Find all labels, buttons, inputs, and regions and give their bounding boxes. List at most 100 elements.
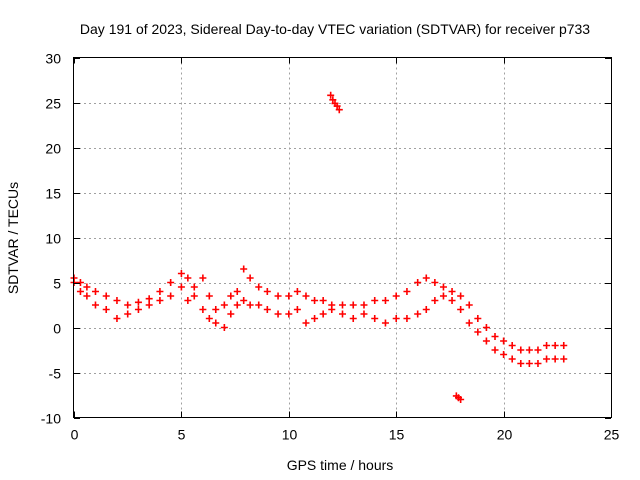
data-point xyxy=(311,297,319,304)
y-tick-label-3: 5 xyxy=(53,276,61,292)
data-point xyxy=(274,310,282,318)
data-point xyxy=(474,328,482,336)
data-point xyxy=(83,292,91,300)
data-point xyxy=(212,319,220,327)
data-point xyxy=(328,306,336,313)
data-point xyxy=(177,270,185,277)
data-point xyxy=(134,298,142,306)
data-point xyxy=(113,297,121,304)
series-0 xyxy=(70,265,568,354)
x-tick-label-1: 5 xyxy=(178,427,186,443)
x-tick-label-3: 15 xyxy=(389,427,405,443)
data-point xyxy=(240,265,248,273)
axis-ticks: 0 5 10 15 20 25 -10 -5 0 5 10 15 20 25 30 xyxy=(41,51,620,443)
data-point xyxy=(311,315,319,322)
data-point xyxy=(76,288,84,295)
data-point xyxy=(319,310,327,318)
data-point xyxy=(551,355,559,363)
data-point xyxy=(246,274,254,282)
data-point xyxy=(124,301,132,309)
data-point xyxy=(360,310,368,318)
data-point xyxy=(102,306,110,313)
y-tick-label-7: 25 xyxy=(45,96,61,112)
data-point xyxy=(457,292,465,300)
plot-frame xyxy=(73,57,612,418)
data-point xyxy=(113,315,121,322)
data-point xyxy=(525,360,533,367)
data-point xyxy=(517,346,525,354)
data-point xyxy=(156,297,164,304)
data-point xyxy=(543,342,551,349)
data-point xyxy=(255,283,263,291)
data-point xyxy=(333,102,341,110)
data-point xyxy=(517,360,525,367)
data-point xyxy=(349,301,357,309)
data-point xyxy=(335,106,343,114)
data-points xyxy=(70,91,568,403)
x-tick-label-0: 0 xyxy=(71,427,79,443)
data-point xyxy=(422,306,430,313)
series-2 xyxy=(327,91,343,114)
y-tick-label-8: 30 xyxy=(45,51,61,67)
series-1 xyxy=(70,279,568,367)
data-point xyxy=(302,319,310,327)
x-axis-label: GPS time / hours xyxy=(287,457,394,473)
data-point xyxy=(474,315,482,322)
data-point xyxy=(508,342,516,349)
data-point xyxy=(371,315,379,322)
data-point xyxy=(145,295,153,303)
data-point xyxy=(431,279,439,286)
data-point xyxy=(227,292,235,300)
data-point xyxy=(233,288,241,295)
data-point xyxy=(167,292,175,300)
data-point xyxy=(508,355,516,363)
data-point xyxy=(83,283,91,291)
data-point xyxy=(414,279,422,286)
data-point xyxy=(302,292,310,300)
data-point xyxy=(403,288,411,295)
data-point xyxy=(76,279,84,286)
data-point xyxy=(439,292,447,300)
data-point xyxy=(482,337,490,345)
data-point xyxy=(246,301,254,309)
data-point xyxy=(255,301,263,309)
data-point xyxy=(339,310,346,318)
data-point xyxy=(360,301,368,309)
data-point xyxy=(167,279,175,286)
data-point xyxy=(212,306,220,313)
data-point xyxy=(349,315,357,322)
data-point xyxy=(403,315,411,322)
data-point xyxy=(263,306,271,313)
data-point xyxy=(134,306,142,313)
data-point xyxy=(263,288,271,295)
data-point xyxy=(190,283,198,291)
data-point xyxy=(560,342,568,349)
data-point xyxy=(431,297,439,304)
data-point xyxy=(448,288,456,295)
data-point xyxy=(329,96,337,104)
data-point xyxy=(414,310,422,318)
data-point xyxy=(448,297,456,304)
data-point xyxy=(102,292,110,300)
data-point xyxy=(124,310,132,318)
data-point xyxy=(482,324,490,331)
data-point xyxy=(220,324,228,331)
grid xyxy=(74,57,611,418)
y-tick-label-0: -10 xyxy=(41,411,61,427)
data-point xyxy=(457,396,465,403)
data-point xyxy=(220,301,228,309)
data-point xyxy=(199,274,207,282)
data-point xyxy=(381,297,389,304)
chart-title: Day 191 of 2023, Sidereal Day-to-day VTE… xyxy=(80,21,590,37)
data-point xyxy=(534,360,542,367)
y-tick-label-1: -5 xyxy=(49,366,62,382)
data-point xyxy=(205,315,213,322)
data-point xyxy=(293,306,301,313)
data-point xyxy=(190,292,198,300)
data-point xyxy=(457,306,465,313)
data-point xyxy=(371,297,379,304)
data-point xyxy=(339,301,346,309)
data-point xyxy=(327,91,335,99)
data-point xyxy=(91,288,99,295)
